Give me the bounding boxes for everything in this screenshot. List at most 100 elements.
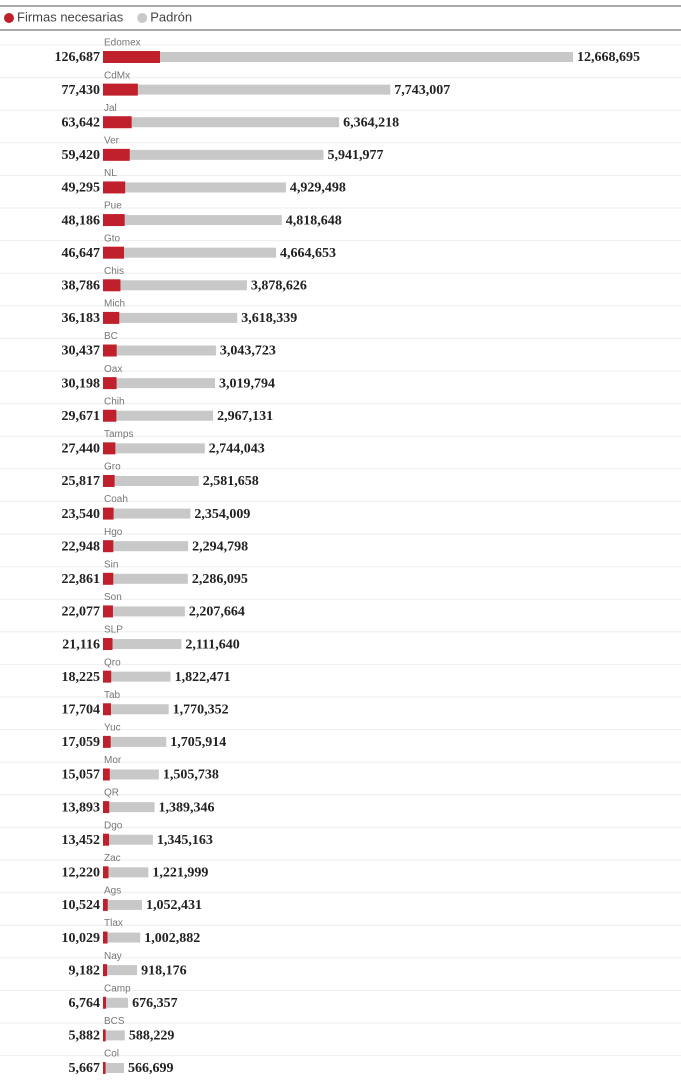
category-label: Tlax [104, 918, 123, 929]
bar [103, 573, 113, 585]
bar [103, 215, 282, 225]
bar [103, 346, 216, 356]
value-label: 2,294,798 [192, 539, 248, 554]
category-label: Oax [104, 364, 122, 375]
value-label: 27,440 [62, 442, 101, 457]
category-label: Edomex [104, 38, 141, 49]
bar [103, 248, 276, 258]
category-label: Gto [104, 233, 121, 244]
value-label: 1,822,471 [175, 670, 231, 685]
bar [103, 638, 113, 650]
bar [103, 475, 115, 487]
value-label: 18,225 [62, 670, 101, 685]
bar [103, 411, 213, 421]
value-label: 2,111,640 [185, 637, 239, 652]
category-label: Son [104, 592, 122, 603]
category-label: NL [104, 168, 117, 179]
value-label: 918,176 [141, 963, 187, 978]
bar [103, 410, 116, 422]
bar [103, 1063, 124, 1073]
value-label: 17,059 [62, 735, 101, 750]
value-label: 5,667 [69, 1061, 101, 1076]
category-label: Col [104, 1049, 119, 1060]
value-label: 2,207,664 [189, 605, 245, 620]
bar [103, 476, 199, 486]
bar [103, 605, 113, 617]
category-label: Chis [104, 266, 124, 277]
bar [103, 442, 115, 454]
bar [103, 769, 159, 779]
bar [103, 704, 169, 714]
category-label: Nay [104, 951, 122, 962]
value-label: 3,618,339 [241, 311, 297, 326]
value-label: 36,183 [62, 311, 101, 326]
value-label: 25,817 [62, 474, 101, 489]
chart: Firmas necesariasPadrónEdomex126,68712,6… [0, 0, 681, 1080]
category-label: Gro [104, 462, 121, 473]
value-label: 10,029 [62, 931, 101, 946]
category-label: Camp [104, 983, 131, 994]
bar [103, 541, 188, 551]
value-label: 566,699 [128, 1061, 174, 1076]
bar [103, 703, 111, 715]
bar [103, 965, 137, 975]
bar [103, 737, 166, 747]
bar [103, 181, 125, 193]
bar [103, 150, 323, 160]
bar [103, 85, 390, 95]
category-label: Ags [104, 886, 121, 897]
bar [103, 574, 188, 584]
value-label: 2,744,043 [209, 442, 265, 457]
bar [103, 672, 171, 682]
bar [103, 182, 286, 192]
bar [103, 671, 111, 683]
value-label: 1,221,999 [152, 866, 208, 881]
bar [103, 606, 185, 616]
value-label: 2,581,658 [203, 474, 259, 489]
bar [103, 117, 339, 127]
value-label: 15,057 [62, 768, 101, 783]
value-label: 17,704 [62, 702, 101, 717]
category-label: Dgo [104, 820, 123, 831]
bar [103, 932, 108, 944]
value-label: 126,687 [55, 50, 101, 65]
category-label: Tamps [104, 429, 133, 440]
value-label: 21,116 [62, 637, 100, 652]
bar [103, 377, 117, 389]
bar [103, 964, 107, 976]
value-label: 13,452 [62, 833, 101, 848]
category-label: Pue [104, 201, 122, 212]
category-label: CdMx [104, 70, 130, 81]
bar [103, 867, 148, 877]
value-label: 63,642 [62, 115, 101, 130]
category-label: Mich [104, 299, 125, 310]
bar [103, 52, 573, 62]
value-label: 3,878,626 [251, 279, 307, 294]
category-label: Ver [104, 135, 120, 146]
category-label: Sin [104, 559, 118, 570]
bar [103, 933, 140, 943]
value-label: 2,967,131 [217, 409, 273, 424]
category-label: Hgo [104, 527, 123, 538]
bar [103, 1029, 106, 1041]
value-label: 46,647 [62, 246, 101, 261]
value-label: 12,220 [62, 866, 101, 881]
bar [103, 509, 190, 519]
bar [103, 149, 130, 161]
value-label: 1,705,914 [170, 735, 226, 750]
bar [103, 443, 205, 453]
bar [103, 345, 117, 357]
value-label: 10,524 [62, 898, 101, 913]
bar [103, 540, 113, 552]
category-label: QR [104, 788, 119, 799]
category-label: Chih [104, 396, 125, 407]
legend-label: Padrón [150, 9, 192, 24]
value-label: 22,948 [62, 539, 101, 554]
category-label: Coah [104, 494, 128, 505]
value-label: 49,295 [62, 181, 101, 196]
value-label: 4,929,498 [290, 181, 346, 196]
value-label: 77,430 [62, 83, 101, 98]
value-label: 588,229 [129, 1029, 175, 1044]
bar [103, 802, 155, 812]
value-label: 7,743,007 [394, 83, 450, 98]
